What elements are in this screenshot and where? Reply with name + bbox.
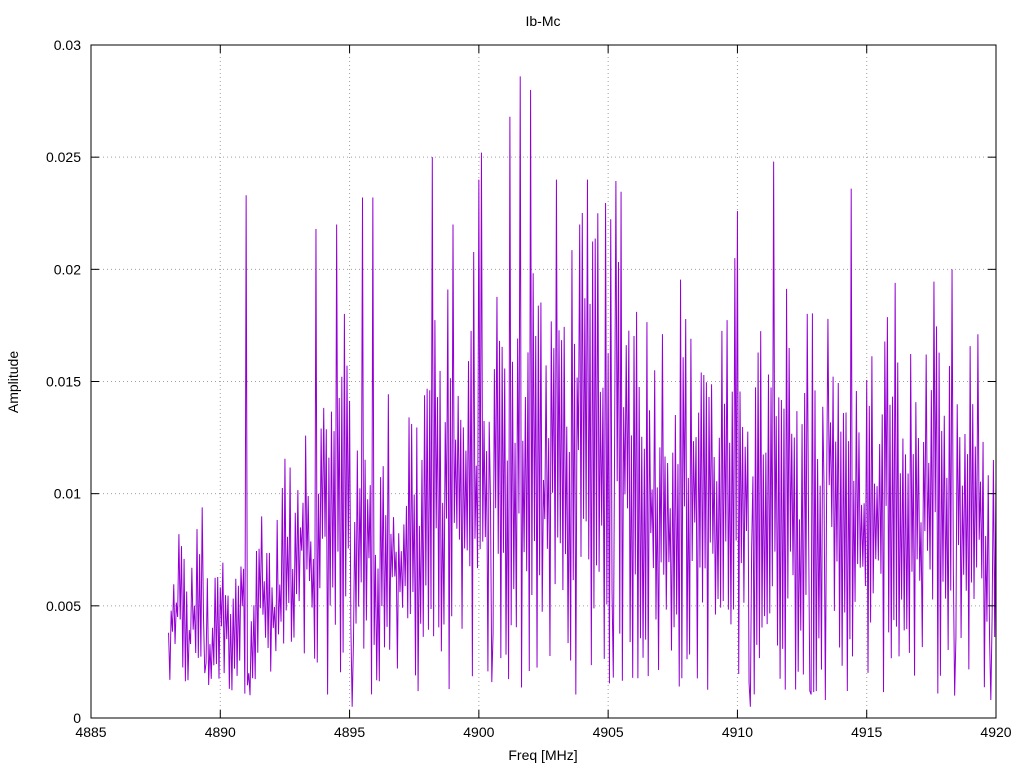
y-tick-label: 0.015	[46, 374, 81, 390]
tick-marks	[90, 44, 997, 719]
x-tick-label: 4895	[334, 724, 365, 740]
amplitude-series-path	[168, 76, 997, 707]
y-tick-label: 0.01	[54, 486, 81, 502]
y-tick-label: 0.005	[46, 598, 81, 614]
chart-title: Ib-Mc	[526, 13, 561, 29]
y-tick-label: 0.03	[54, 37, 81, 53]
x-tick-label: 4920	[980, 724, 1011, 740]
series-line	[168, 76, 997, 707]
x-tick-label: 4905	[593, 724, 624, 740]
y-tick-label: 0.02	[54, 261, 81, 277]
x-tick-label: 4915	[851, 724, 882, 740]
tick-labels: 4885 4890 4895 4900 4905 4910 4915 4920 0 0.005 0.…	[46, 37, 1012, 740]
y-axis-label: Amplitude	[5, 351, 21, 413]
x-tick-label: 4885	[75, 724, 106, 740]
x-tick-label: 4890	[205, 724, 236, 740]
x-tick-label: 4900	[463, 724, 494, 740]
x-tick-label: 4910	[722, 724, 753, 740]
x-axis-label: Freq [MHz]	[508, 747, 577, 763]
y-tick-label: 0.025	[46, 149, 81, 165]
y-tick-label: 0	[73, 710, 81, 726]
